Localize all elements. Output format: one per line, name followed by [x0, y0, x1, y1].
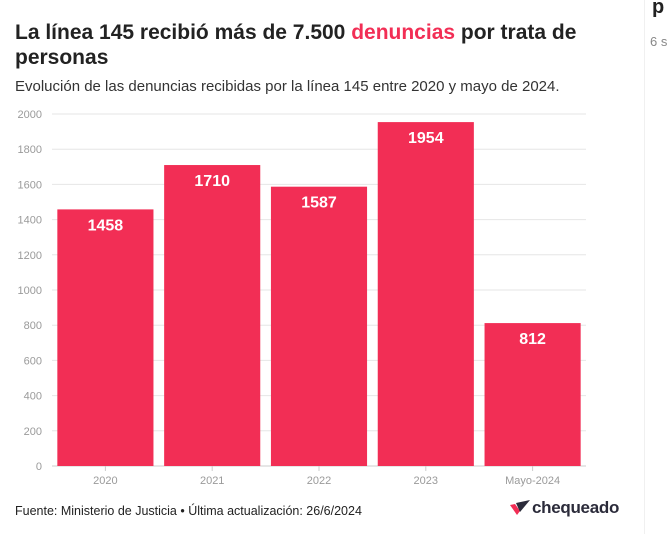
x-tick-label: 2023: [414, 475, 438, 487]
y-tick-label: 1000: [18, 285, 42, 297]
bar: [57, 209, 154, 466]
source-note: Fuente: Ministerio de Justicia • Última …: [15, 504, 362, 518]
y-tick-label: 2000: [18, 109, 42, 121]
bar: [164, 165, 261, 467]
y-tick-label: 1800: [18, 144, 42, 156]
y-tick-label: 800: [24, 320, 42, 332]
y-tick-label: 600: [24, 355, 42, 367]
chart-subtitle: Evolución de las denuncias recibidas por…: [15, 78, 560, 95]
y-tick-label: 200: [24, 426, 42, 438]
x-tick-label: 2020: [93, 475, 117, 487]
data-label: 1954: [408, 130, 444, 147]
chequeado-logo-icon: [510, 500, 530, 515]
bar: [377, 122, 474, 466]
data-label: 1587: [301, 195, 337, 212]
title-part-1: La línea 145 recibió más de 7.500: [15, 21, 352, 44]
adjacent-panel-glyph: p: [652, 0, 665, 18]
bar: [270, 186, 368, 467]
title-highlight: denuncias: [351, 21, 456, 44]
y-tick-label: 1400: [18, 215, 42, 227]
y-tick-label: 1600: [18, 179, 42, 191]
x-tick-label: Mayo-2024: [505, 475, 560, 487]
chart-title: La línea 145 recibió más de 7.500 denunc…: [15, 20, 595, 70]
panel-edge-divider: [644, 0, 645, 534]
bar: [484, 323, 581, 466]
chequeado-logo: chequeado: [508, 498, 619, 518]
data-label: 1458: [88, 217, 124, 234]
x-tick-label: 2022: [307, 475, 331, 487]
y-tick-label: 1200: [18, 250, 42, 262]
y-tick-label: 0: [36, 461, 42, 473]
adjacent-panel-text: 6 s: [650, 34, 667, 49]
x-tick-label: 2021: [200, 475, 224, 487]
title-part-2: por trata de personas: [15, 21, 577, 69]
data-label: 812: [519, 331, 546, 348]
y-tick-label: 400: [24, 391, 42, 403]
logo-text: chequeado: [532, 498, 620, 517]
data-label: 1710: [194, 173, 230, 190]
